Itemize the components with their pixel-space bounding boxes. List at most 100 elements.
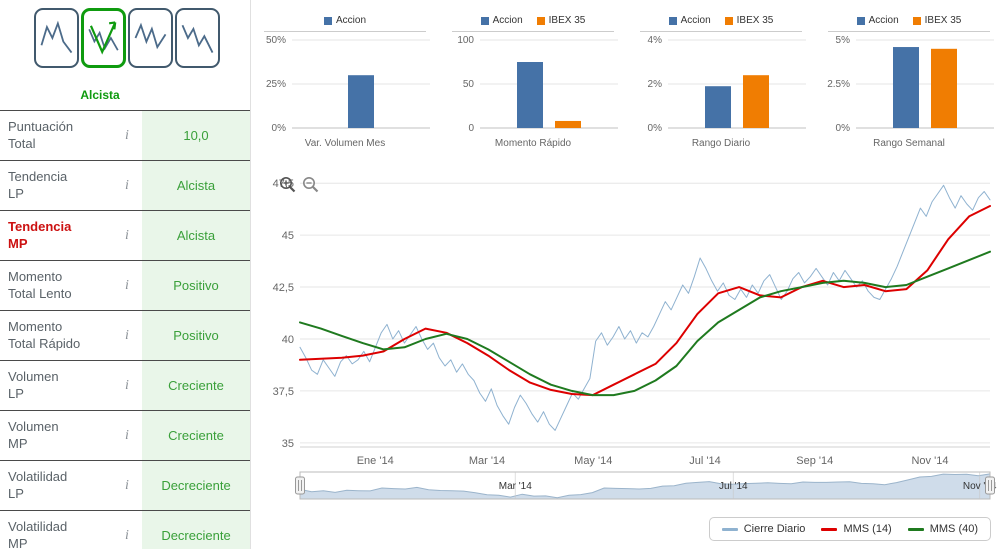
- indicator-label: Tendencia LP: [8, 169, 68, 201]
- navigator-handle-right[interactable]: [985, 476, 995, 495]
- indicator-label: Volatilidad LP: [8, 469, 68, 501]
- charts-panel: Accion 50% 25% 0% Var. Volumen Mes Accion I…: [251, 0, 1003, 549]
- indicator-row-puntuacion-total: Puntuación Total i 10,0: [0, 110, 250, 160]
- price-chart-panel: 47,5 45 42,5 40 37,5 35 Ene '14 Mar '14 May '14 J…: [251, 168, 1003, 468]
- bar-chart-svg[interactable]: 50% 25% 0%: [252, 32, 438, 136]
- indicator-label: Volatilidad MP: [8, 519, 68, 549]
- series-mms-40: [299, 250, 991, 397]
- indicator-label: Puntuación Total: [8, 119, 74, 151]
- indicator-value: 10,0: [142, 111, 250, 160]
- legend-swatch: [536, 16, 545, 25]
- bar-accion[interactable]: [893, 47, 919, 128]
- series-mms-14: [299, 205, 991, 397]
- legend-item-ibex-35[interactable]: IBEX 35: [724, 15, 773, 26]
- legend-item-accion[interactable]: Accion: [668, 15, 711, 26]
- info-icon[interactable]: i: [125, 227, 129, 243]
- legend-swatch: [724, 16, 733, 25]
- svg-text:35: 35: [282, 438, 294, 450]
- bar-ibex-35[interactable]: [931, 48, 957, 128]
- svg-text:25%: 25%: [266, 79, 286, 90]
- mini-chart-legend: Accion IBEX 35: [640, 8, 802, 32]
- info-icon[interactable]: i: [125, 377, 129, 393]
- svg-text:50: 50: [463, 79, 475, 90]
- svg-text:Ene '14: Ene '14: [357, 455, 394, 467]
- indicator-row-tendencia-mp: Tendencia MP i Alcista: [0, 210, 250, 260]
- bar-ibex-35[interactable]: [743, 75, 769, 128]
- bar-chart-svg[interactable]: 4% 2% 0%: [628, 32, 814, 136]
- trend-pattern-option-4[interactable]: [175, 8, 220, 68]
- mini-chart-legend: Accion: [264, 8, 426, 32]
- info-icon[interactable]: i: [125, 327, 129, 343]
- trend-pattern-option-1[interactable]: [34, 8, 79, 68]
- bar-accion[interactable]: [517, 62, 543, 128]
- bar-accion[interactable]: [705, 86, 731, 128]
- mini-chart-rango-diario: Accion IBEX 35 4% 2% 0% Rango Diario: [627, 0, 815, 168]
- mini-chart-var-volumen-mes: Accion 50% 25% 0% Var. Volumen Mes: [251, 0, 439, 168]
- indicator-value: Creciente: [142, 361, 250, 410]
- legend-item-ibex-35[interactable]: IBEX 35: [536, 15, 585, 26]
- indicator-value: Positivo: [142, 261, 250, 310]
- mini-chart-rango-semanal: Accion IBEX 35 5% 2.5% 0% Rango Semanal: [815, 0, 1003, 168]
- trend-pattern-option-3[interactable]: [128, 8, 173, 68]
- trend-pattern-option-2-alcista[interactable]: [81, 8, 126, 68]
- svg-text:0%: 0%: [648, 123, 663, 134]
- indicator-label: Volumen LP: [8, 369, 59, 401]
- indicator-row-momento-total-lento: Momento Total Lento i Positivo: [0, 260, 250, 310]
- indicator-row-momento-total-rapido: Momento Total Rápido i Positivo: [0, 310, 250, 360]
- svg-text:5%: 5%: [836, 35, 851, 46]
- bar-chart-svg[interactable]: 5% 2.5% 0%: [816, 32, 1002, 136]
- legend-item-mms-14[interactable]: MMS (14): [821, 523, 892, 535]
- series-legend: Cierre Diario MMS (14) MMS (40): [708, 517, 991, 541]
- trend-pattern-selector: Alcista: [0, 0, 250, 110]
- legend-label: Accion: [492, 15, 523, 26]
- legend-label: MMS (40): [929, 523, 978, 535]
- svg-text:40: 40: [282, 334, 294, 346]
- info-icon[interactable]: i: [125, 477, 129, 493]
- legend-item-accion[interactable]: Accion: [323, 15, 366, 26]
- svg-text:May '14: May '14: [574, 455, 612, 467]
- info-icon[interactable]: i: [125, 177, 129, 193]
- info-icon[interactable]: i: [125, 427, 129, 443]
- zoom-in-button[interactable]: [279, 176, 297, 194]
- zoom-out-button[interactable]: [302, 176, 320, 194]
- bar-chart-svg[interactable]: 100 50 0: [440, 32, 626, 136]
- svg-text:Nov '14: Nov '14: [911, 455, 948, 467]
- legend-label: IBEX 35: [924, 15, 962, 26]
- legend-bar: Cierre Diario MMS (14) MMS (40): [251, 512, 1003, 549]
- info-icon[interactable]: i: [125, 127, 129, 143]
- indicator-row-volumen-lp: Volumen LP i Creciente: [0, 360, 250, 410]
- indicator-value: Decreciente: [142, 461, 250, 510]
- legend-item-accion[interactable]: Accion: [856, 15, 899, 26]
- indicator-label: Momento Total Lento: [8, 269, 72, 301]
- indicator-sidebar: Alcista Puntuación Total i 10,0 Tendencia…: [0, 0, 251, 549]
- svg-text:42,5: 42,5: [273, 282, 294, 294]
- sparkline-icon: [181, 24, 214, 53]
- indicator-value: Decreciente: [142, 511, 250, 549]
- indicator-row-volatilidad-mp: Volatilidad MP i Decreciente: [0, 510, 250, 549]
- navigator-date-label: Jul '14: [719, 481, 748, 492]
- sparkline-icon: [134, 22, 167, 50]
- bar-accion[interactable]: [348, 75, 374, 128]
- bar-ibex-35[interactable]: [555, 120, 581, 128]
- info-icon[interactable]: i: [125, 277, 129, 293]
- category-label: Var. Volumen Mes: [304, 138, 386, 149]
- mini-chart-legend: Accion IBEX 35: [452, 8, 614, 32]
- indicator-row-tendencia-lp: Tendencia LP i Alcista: [0, 160, 250, 210]
- chart-navigator: Mar '14 Jul '14 Nov '14: [251, 468, 1003, 512]
- svg-text:2%: 2%: [648, 79, 663, 90]
- legend-item-ibex-35[interactable]: IBEX 35: [912, 15, 962, 26]
- svg-text:50%: 50%: [266, 35, 286, 46]
- info-icon[interactable]: i: [125, 527, 129, 543]
- indicator-value: Alcista: [142, 161, 250, 210]
- legend-item-cierre-diario[interactable]: Cierre Diario: [721, 523, 805, 535]
- svg-text:Mar '14: Mar '14: [469, 455, 505, 467]
- legend-item-accion[interactable]: Accion: [480, 15, 523, 26]
- legend-item-mms-40[interactable]: MMS (40): [907, 523, 978, 535]
- navigator-handle-left[interactable]: [295, 476, 305, 495]
- legend-swatch: [856, 16, 865, 25]
- navigator-svg[interactable]: Mar '14 Jul '14 Nov '14: [251, 468, 1003, 512]
- navigator-area: [300, 473, 990, 499]
- indicator-row-volatilidad-lp: Volatilidad LP i Decreciente: [0, 460, 250, 510]
- mini-chart-momento-rapido: Accion IBEX 35 100 50 0 Momento Rápido: [439, 0, 627, 168]
